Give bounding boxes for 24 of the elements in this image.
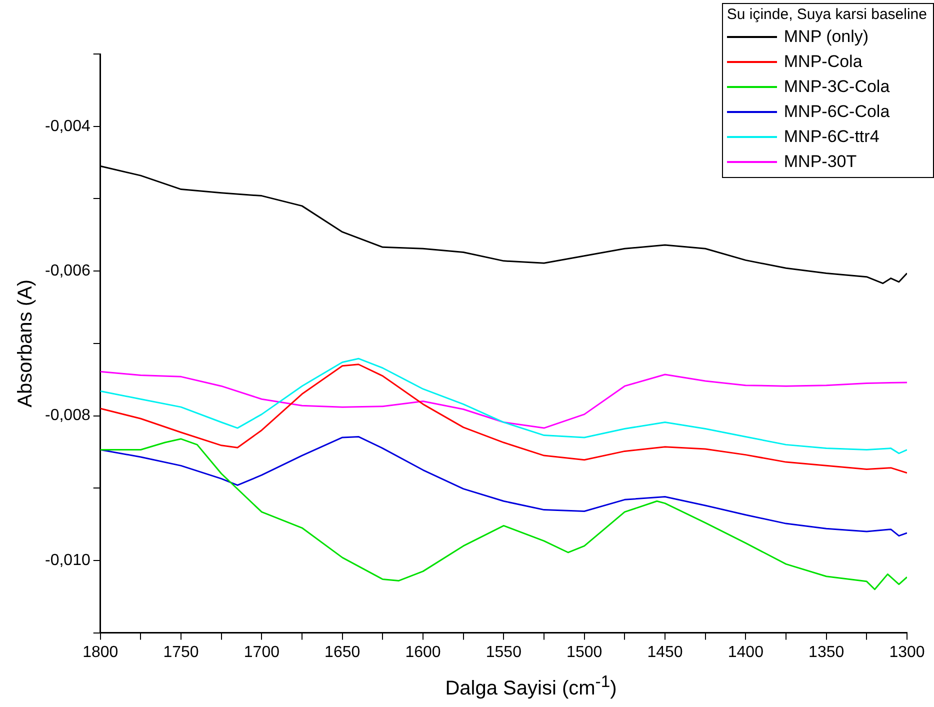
x-tick-label: 1700 [244, 644, 280, 661]
x-tick-label: 1450 [647, 644, 683, 661]
x-tick-label: 1350 [808, 644, 844, 661]
legend-label: MNP-6C-Cola [784, 101, 890, 123]
x-tick-label: 1600 [405, 644, 441, 661]
x-axis-title: Dalga Sayisi (cm$^{-1}$) [444, 672, 618, 701]
x-tick-label: 1500 [566, 644, 602, 661]
legend-label: MNP (only) [784, 26, 869, 48]
x-tick-label: 1400 [728, 644, 764, 661]
y-tick-label: -0,006 [44, 262, 90, 280]
y-tick-label: -0,008 [44, 407, 90, 424]
legend-label: MNP-6C-ttr4 [784, 126, 880, 148]
legend-title: Su içinde, Suya karsi baseline [726, 6, 927, 23]
y-axis-title: Absorbans (A) [14, 279, 37, 408]
x-tick-label: 1300 [889, 644, 925, 661]
x-tick-label: 1650 [324, 644, 360, 661]
legend-label: MNP-30T [784, 151, 857, 173]
legend-label: MNP-3C-Cola [784, 76, 890, 98]
legend-label: MNP-Cola [784, 51, 862, 73]
x-tick-label: 1800 [82, 644, 118, 661]
y-tick-label: -0,004 [44, 118, 90, 135]
x-tick-label: 1750 [163, 644, 199, 661]
y-tick-label: -0,010 [44, 552, 90, 569]
x-tick-label: 1550 [486, 644, 522, 661]
